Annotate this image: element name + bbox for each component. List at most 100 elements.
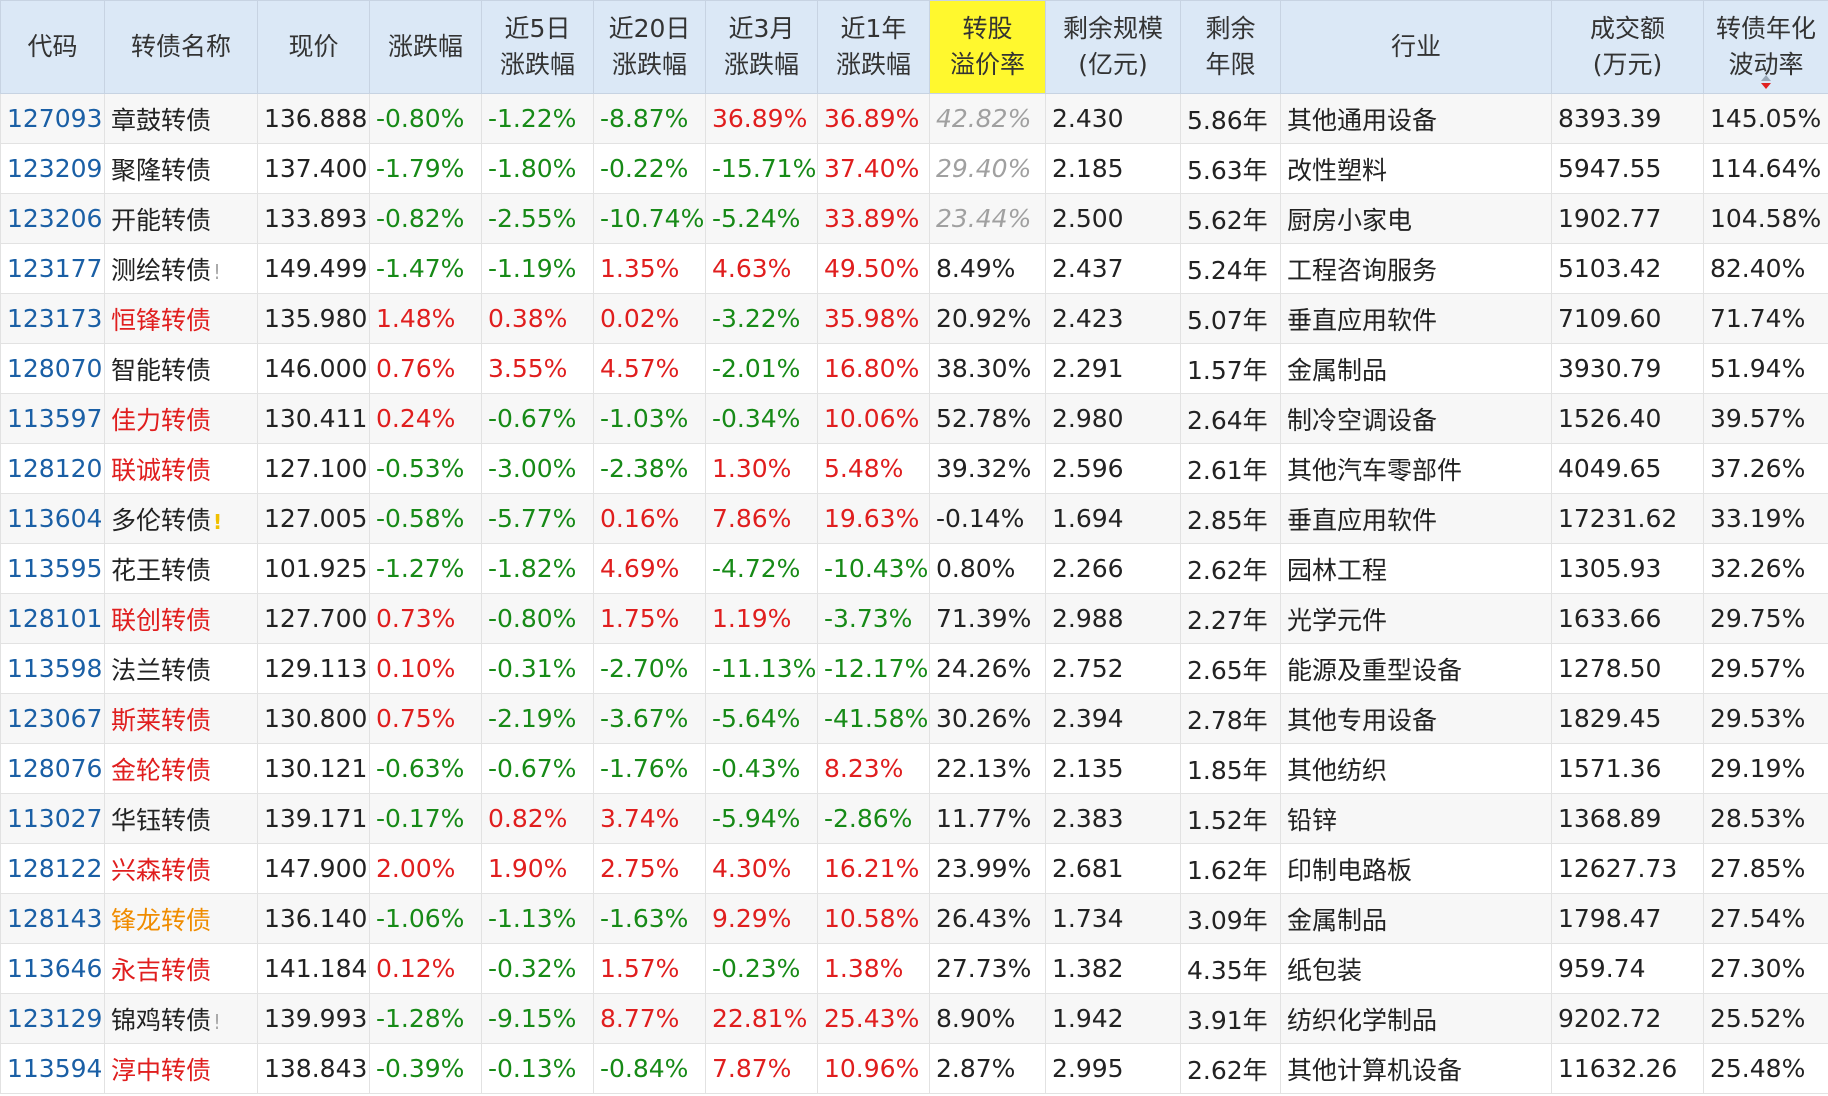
bond-name-cell[interactable]: 多伦转债! bbox=[104, 493, 258, 544]
bond-name-cell[interactable]: 金轮转债 bbox=[104, 743, 258, 794]
bond-name-link[interactable]: 金轮转债 bbox=[111, 755, 212, 785]
bond-name-link[interactable]: 锋龙转债 bbox=[111, 905, 212, 935]
table-row[interactable]: 127093 章鼓转债 136.888 -0.80% -1.22% -8.87% 36.89… bbox=[0, 93, 1828, 144]
bond-code-link[interactable]: 123067 bbox=[0, 693, 105, 744]
bond-code-link[interactable]: 123177 bbox=[0, 243, 105, 294]
table-row[interactable]: 123173 恒锋转债 135.980 1.48% 0.38% 0.02% -3.22% 35… bbox=[0, 293, 1828, 344]
header-change-1y[interactable]: 近1年 涨跌幅 bbox=[817, 0, 930, 94]
years-cell: 3.09年 bbox=[1180, 893, 1281, 944]
bond-code-link[interactable]: 128143 bbox=[0, 893, 105, 944]
bond-name-link[interactable]: 开能转债 bbox=[111, 205, 212, 235]
bond-code-link[interactable]: 123173 bbox=[0, 293, 105, 344]
bond-name-link[interactable]: 锦鸡转债 bbox=[111, 1005, 212, 1035]
bond-name-link[interactable]: 智能转债 bbox=[111, 355, 212, 385]
bond-name-link[interactable]: 章鼓转债 bbox=[111, 105, 212, 135]
bond-name-cell[interactable]: 淳中转债 bbox=[104, 1043, 258, 1094]
bond-name-link[interactable]: 华钰转债 bbox=[111, 805, 212, 835]
table-row[interactable]: 128122 兴森转债 147.900 2.00% 1.90% 2.75% 4.30% 16.… bbox=[0, 843, 1828, 894]
bond-code-link[interactable]: 113595 bbox=[0, 543, 105, 594]
table-row[interactable]: 128101 联创转债 127.700 0.73% -0.80% 1.75% 1.19% -3… bbox=[0, 593, 1828, 644]
header-code[interactable]: 代码 bbox=[0, 0, 105, 94]
sort-icon[interactable] bbox=[1761, 75, 1771, 89]
bond-name-cell[interactable]: 兴森转债 bbox=[104, 843, 258, 894]
bond-code-link[interactable]: 128101 bbox=[0, 593, 105, 644]
bond-name-cell[interactable]: 法兰转债 bbox=[104, 643, 258, 694]
table-row[interactable]: 113646 永吉转债 141.184 0.12% -0.32% 1.57% -0.23% 1… bbox=[0, 943, 1828, 994]
bond-code-link[interactable]: 123209 bbox=[0, 143, 105, 194]
table-row[interactable]: 128120 联诚转债 127.100 -0.53% -3.00% -2.38% 1.30%… bbox=[0, 443, 1828, 494]
table-row[interactable]: 123177 测绘转债! 149.499 -1.47% -1.19% 1.35% 4.63%… bbox=[0, 243, 1828, 294]
table-row[interactable]: 113027 华钰转债 139.171 -0.17% 0.82% 3.74% -5.94% -… bbox=[0, 793, 1828, 844]
table-row[interactable]: 113594 淳中转债 138.843 -0.39% -0.13% -0.84% 7.87%… bbox=[0, 1043, 1828, 1094]
bond-name-link[interactable]: 佳力转债 bbox=[111, 405, 212, 435]
header-change-5d[interactable]: 近5日 涨跌幅 bbox=[481, 0, 594, 94]
bond-code-link[interactable]: 128120 bbox=[0, 443, 105, 494]
bond-name-cell[interactable]: 恒锋转债 bbox=[104, 293, 258, 344]
header-change[interactable]: 涨跌幅 bbox=[369, 0, 482, 94]
bond-name-cell[interactable]: 永吉转债 bbox=[104, 943, 258, 994]
bond-name-cell[interactable]: 华钰转债 bbox=[104, 793, 258, 844]
table-row[interactable]: 113595 花王转债 101.925 -1.27% -1.82% 4.69% -4.72%… bbox=[0, 543, 1828, 594]
table-row[interactable]: 128143 锋龙转债 136.140 -1.06% -1.13% -1.63% 9.29%… bbox=[0, 893, 1828, 944]
header-price[interactable]: 现价 bbox=[257, 0, 370, 94]
bond-name-link[interactable]: 兴森转债 bbox=[111, 855, 212, 885]
bond-code-link[interactable]: 113604 bbox=[0, 493, 105, 544]
bond-code-link[interactable]: 113594 bbox=[0, 1043, 105, 1094]
table-row[interactable]: 123209 聚隆转债 137.400 -1.79% -1.80% -0.22% -15.7… bbox=[0, 143, 1828, 194]
premium-cell: 23.99% bbox=[929, 843, 1046, 894]
scale-cell: 2.423 bbox=[1045, 293, 1181, 344]
table-row[interactable]: 123067 斯莱转债 130.800 0.75% -2.19% -3.67% -5.64%… bbox=[0, 693, 1828, 744]
header-scale[interactable]: 剩余规模 (亿元) bbox=[1045, 0, 1181, 94]
bond-code-link[interactable]: 123206 bbox=[0, 193, 105, 244]
bond-code-link[interactable]: 128076 bbox=[0, 743, 105, 794]
bond-name-link[interactable]: 联创转债 bbox=[111, 605, 212, 635]
table-row[interactable]: 113604 多伦转债! 127.005 -0.58% -5.77% 0.16% 7.86%… bbox=[0, 493, 1828, 544]
table-row[interactable]: 113598 法兰转债 129.113 0.10% -0.31% -2.70% -11.13… bbox=[0, 643, 1828, 694]
bond-code-link[interactable]: 113598 bbox=[0, 643, 105, 694]
bond-name-link[interactable]: 联诚转债 bbox=[111, 455, 212, 485]
bond-name-cell[interactable]: 开能转债 bbox=[104, 193, 258, 244]
bond-code-link[interactable]: 123129 bbox=[0, 993, 105, 1044]
bond-name-cell[interactable]: 测绘转债! bbox=[104, 243, 258, 294]
bond-name-cell[interactable]: 联诚转债 bbox=[104, 443, 258, 494]
bond-name-cell[interactable]: 联创转债 bbox=[104, 593, 258, 644]
bond-name-link[interactable]: 恒锋转债 bbox=[111, 305, 212, 335]
bond-name-cell[interactable]: 锦鸡转债! bbox=[104, 993, 258, 1044]
header-industry[interactable]: 行业 bbox=[1280, 0, 1552, 94]
bond-name-link[interactable]: 永吉转债 bbox=[111, 955, 212, 985]
header-volatility[interactable]: 转债年化 波动率 bbox=[1703, 0, 1828, 94]
bond-name-link[interactable]: 花王转债 bbox=[111, 555, 212, 585]
table-row[interactable]: 128076 金轮转债 130.121 -0.63% -0.67% -1.76% -0.43… bbox=[0, 743, 1828, 794]
bond-name-link[interactable]: 斯莱转债 bbox=[111, 705, 212, 735]
bond-name-link[interactable]: 法兰转债 bbox=[111, 655, 212, 685]
bond-name-cell[interactable]: 章鼓转债 bbox=[104, 93, 258, 144]
bond-name-link[interactable]: 淳中转债 bbox=[111, 1055, 212, 1085]
bond-name-cell[interactable]: 智能转债 bbox=[104, 343, 258, 394]
table-row[interactable]: 113597 佳力转债 130.411 0.24% -0.67% -1.03% -0.34%… bbox=[0, 393, 1828, 444]
bond-name-cell[interactable]: 聚隆转债 bbox=[104, 143, 258, 194]
bond-code-link[interactable]: 128070 bbox=[0, 343, 105, 394]
bond-name-link[interactable]: 聚隆转债 bbox=[111, 155, 212, 185]
bond-name-cell[interactable]: 花王转债 bbox=[104, 543, 258, 594]
bond-name-link[interactable]: 多伦转债 bbox=[111, 505, 212, 535]
table-row[interactable]: 128070 智能转债 146.000 0.76% 3.55% 4.57% -2.01% 16… bbox=[0, 343, 1828, 394]
bond-code-link[interactable]: 127093 bbox=[0, 93, 105, 144]
bond-code-link[interactable]: 113646 bbox=[0, 943, 105, 994]
bond-name-cell[interactable]: 斯莱转债 bbox=[104, 693, 258, 744]
header-volume[interactable]: 成交额 (万元) bbox=[1551, 0, 1704, 94]
header-change-20d[interactable]: 近20日 涨跌幅 bbox=[593, 0, 706, 94]
table-row[interactable]: 123129 锦鸡转债! 139.993 -1.28% -9.15% 8.77% 22.81… bbox=[0, 993, 1828, 1044]
volatility-cell: 114.64% bbox=[1703, 143, 1828, 194]
bond-code-link[interactable]: 113027 bbox=[0, 793, 105, 844]
bond-name-link[interactable]: 测绘转债 bbox=[111, 255, 212, 285]
bond-code-link[interactable]: 128122 bbox=[0, 843, 105, 894]
header-years[interactable]: 剩余 年限 bbox=[1180, 0, 1281, 94]
bond-name-cell[interactable]: 佳力转债 bbox=[104, 393, 258, 444]
bond-name-cell[interactable]: 锋龙转债 bbox=[104, 893, 258, 944]
price-cell: 139.171 bbox=[257, 793, 370, 844]
bond-code-link[interactable]: 113597 bbox=[0, 393, 105, 444]
table-row[interactable]: 123206 开能转债 133.893 -0.82% -2.55% -10.74% -5.2… bbox=[0, 193, 1828, 244]
header-change-3m[interactable]: 近3月 涨跌幅 bbox=[705, 0, 818, 94]
header-name[interactable]: 转债名称 bbox=[104, 0, 258, 94]
header-premium[interactable]: 转股 溢价率 bbox=[929, 0, 1046, 94]
